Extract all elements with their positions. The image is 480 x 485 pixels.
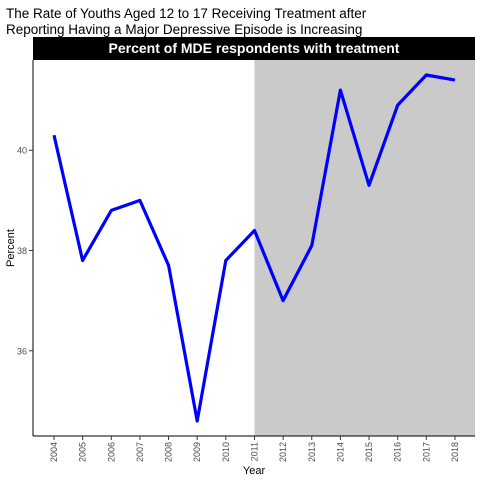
panel-title: Percent of MDE respondents with treatmen… (109, 40, 400, 56)
x-tick-label: 2006 (106, 442, 116, 462)
x-tick-label: 2015 (364, 442, 374, 462)
y-tick-label: 40 (17, 146, 27, 156)
y-axis-label: Percent (5, 229, 17, 267)
shaded-region (254, 60, 475, 436)
chart-title-line: The Rate of Youths Aged 12 to 17 Receivi… (6, 6, 367, 21)
x-tick-label: 2010 (221, 442, 231, 462)
x-tick-label: 2017 (421, 442, 431, 462)
x-tick-label: 2013 (307, 442, 317, 462)
x-tick-label: 2008 (164, 442, 174, 462)
x-tick-label: 2011 (249, 442, 259, 461)
x-tick-label: 2004 (49, 442, 59, 462)
chart-title: The Rate of Youths Aged 12 to 17 Receivi… (6, 6, 367, 37)
x-tick-label: 2018 (450, 442, 460, 462)
x-tick-label: 2007 (135, 442, 145, 462)
x-tick-label: 2009 (192, 442, 202, 462)
x-tick-label: 2016 (393, 442, 403, 462)
x-tick-label: 2005 (78, 442, 88, 462)
x-tick-label: 2012 (278, 442, 288, 462)
y-tick-label: 38 (17, 246, 27, 256)
chart-title-line: Reporting Having a Major Depressive Epis… (6, 22, 362, 37)
y-tick-label: 36 (17, 346, 27, 356)
x-axis-label: Year (243, 465, 266, 477)
x-tick-label: 2014 (335, 442, 345, 462)
